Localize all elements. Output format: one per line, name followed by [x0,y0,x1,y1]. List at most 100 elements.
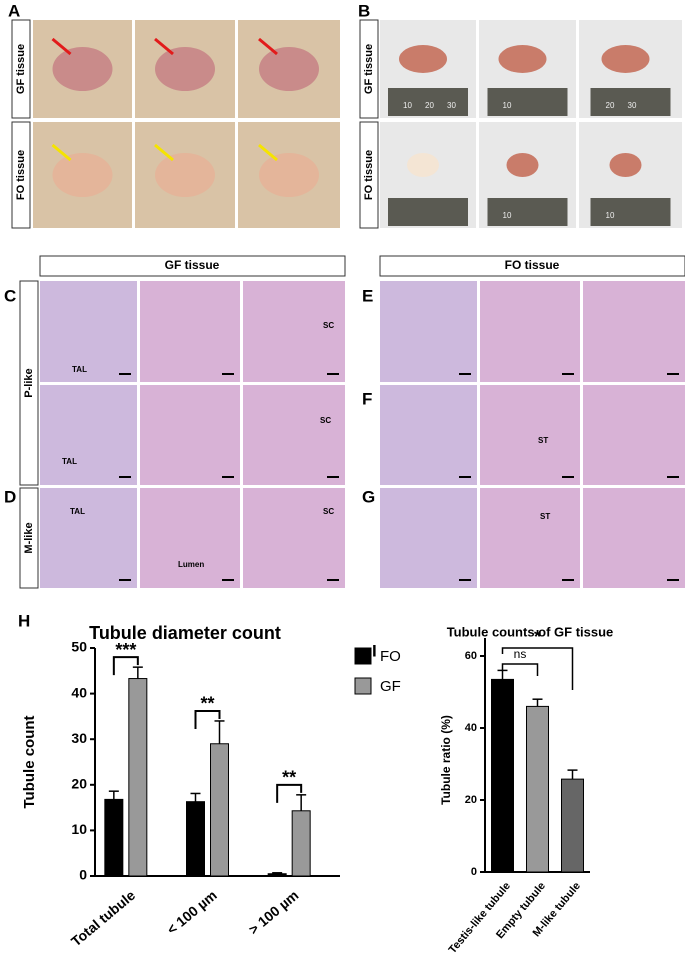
annotation: SC [323,321,334,330]
arrow [154,143,174,162]
y-tick-label: 60 [465,650,477,662]
panel-letter: H [18,611,30,630]
significance: *** [115,640,136,660]
row-label: GF tissue [363,44,375,94]
bar [267,873,287,877]
arrow [51,37,72,56]
y-tick-label: 30 [71,730,87,746]
micrograph [583,281,685,382]
panel-letter: G [362,487,375,506]
arrow [154,37,174,56]
panel-letter: E [362,286,373,305]
micrograph [243,281,345,382]
bracket [112,656,139,676]
tissue [498,45,547,73]
micrograph [40,488,137,588]
row-label: FO tissue [363,150,375,200]
micrograph [583,488,685,588]
bar [526,705,549,873]
x-tick-label: Testis-like tubule [447,880,513,956]
significance: ** [200,694,214,714]
tissue [52,153,113,197]
header: GF tissue [165,258,220,272]
annotation: SC [323,507,334,516]
legend-swatch [354,677,372,695]
row-label: GF tissue [15,44,27,94]
bar [128,678,148,877]
annotation: Lumen [178,560,204,569]
bar [104,798,124,877]
y-tick-label: 50 [71,639,87,655]
group-box [19,280,39,486]
tissue [609,153,642,177]
y-tick-label: 40 [465,722,477,734]
panel-letter: B [358,1,370,20]
y-tick-label: 20 [465,794,477,806]
y-tick-label: 40 [71,684,87,700]
ruler [388,198,468,226]
row-label: FO tissue [15,150,27,200]
micrograph [583,385,685,485]
row-label-box [359,121,379,229]
bracket [276,783,303,803]
ruler-label: 20 [425,101,434,110]
y-tick-label: 20 [71,776,87,792]
legend-swatch [354,647,372,665]
chart-title: Tubule counts of GF tissue [447,624,614,639]
micrograph [40,281,137,382]
ruler-label: 10 [606,211,615,220]
x-tick-label: Total tubule [68,887,138,950]
group-label: M-like [23,522,35,553]
tissue [399,45,447,73]
header-box [39,255,346,277]
x-tick-label: > 100 µm [245,887,301,938]
x-tick-label: < 100 µm [164,887,220,938]
bracket [501,647,574,690]
annotation: TAL [72,365,87,374]
micrograph [480,385,580,485]
annotation: TAL [70,507,85,516]
arrow [51,143,72,162]
y-axis-label: Tubule ratio (%) [439,715,453,805]
legend-label: GF [380,678,401,695]
ruler-label: 10 [403,101,412,110]
tissue [155,47,215,91]
y-tick-label: 0 [471,866,477,878]
row-label-box [11,121,31,229]
group-box [19,487,39,589]
significance: ** [282,768,296,788]
annotation: TAL [62,457,77,466]
tissue [601,45,650,73]
tissue [259,47,319,91]
micrograph [243,488,345,588]
y-axis-label: Tubule count [21,715,38,808]
header: FO tissue [505,258,560,272]
micrograph [140,385,240,485]
bar [186,801,205,877]
y-tick-label: 0 [79,867,87,883]
panel-letter: F [362,389,372,408]
ruler-label: 10 [503,101,512,110]
bracket [501,663,539,676]
panel-letter: D [4,487,16,506]
micrograph [243,385,345,485]
significance: ns [514,647,527,661]
panel-letter: C [4,286,16,305]
row-label-box [11,19,31,119]
bar [491,678,514,873]
annotation: SC [320,416,331,425]
bracket [194,709,221,729]
ruler-label: 20 [606,101,615,110]
tissue [259,153,319,197]
ruler-label: 10 [503,211,512,220]
micrograph [380,385,477,485]
annotation: ST [538,436,548,445]
micrograph [480,281,580,382]
chart-title: Tubule diameter count [89,623,281,643]
bar [561,778,584,873]
legend-label: FO [380,648,401,665]
group-label: P-like [23,368,35,397]
significance: * [534,627,541,647]
tissue [506,153,539,177]
